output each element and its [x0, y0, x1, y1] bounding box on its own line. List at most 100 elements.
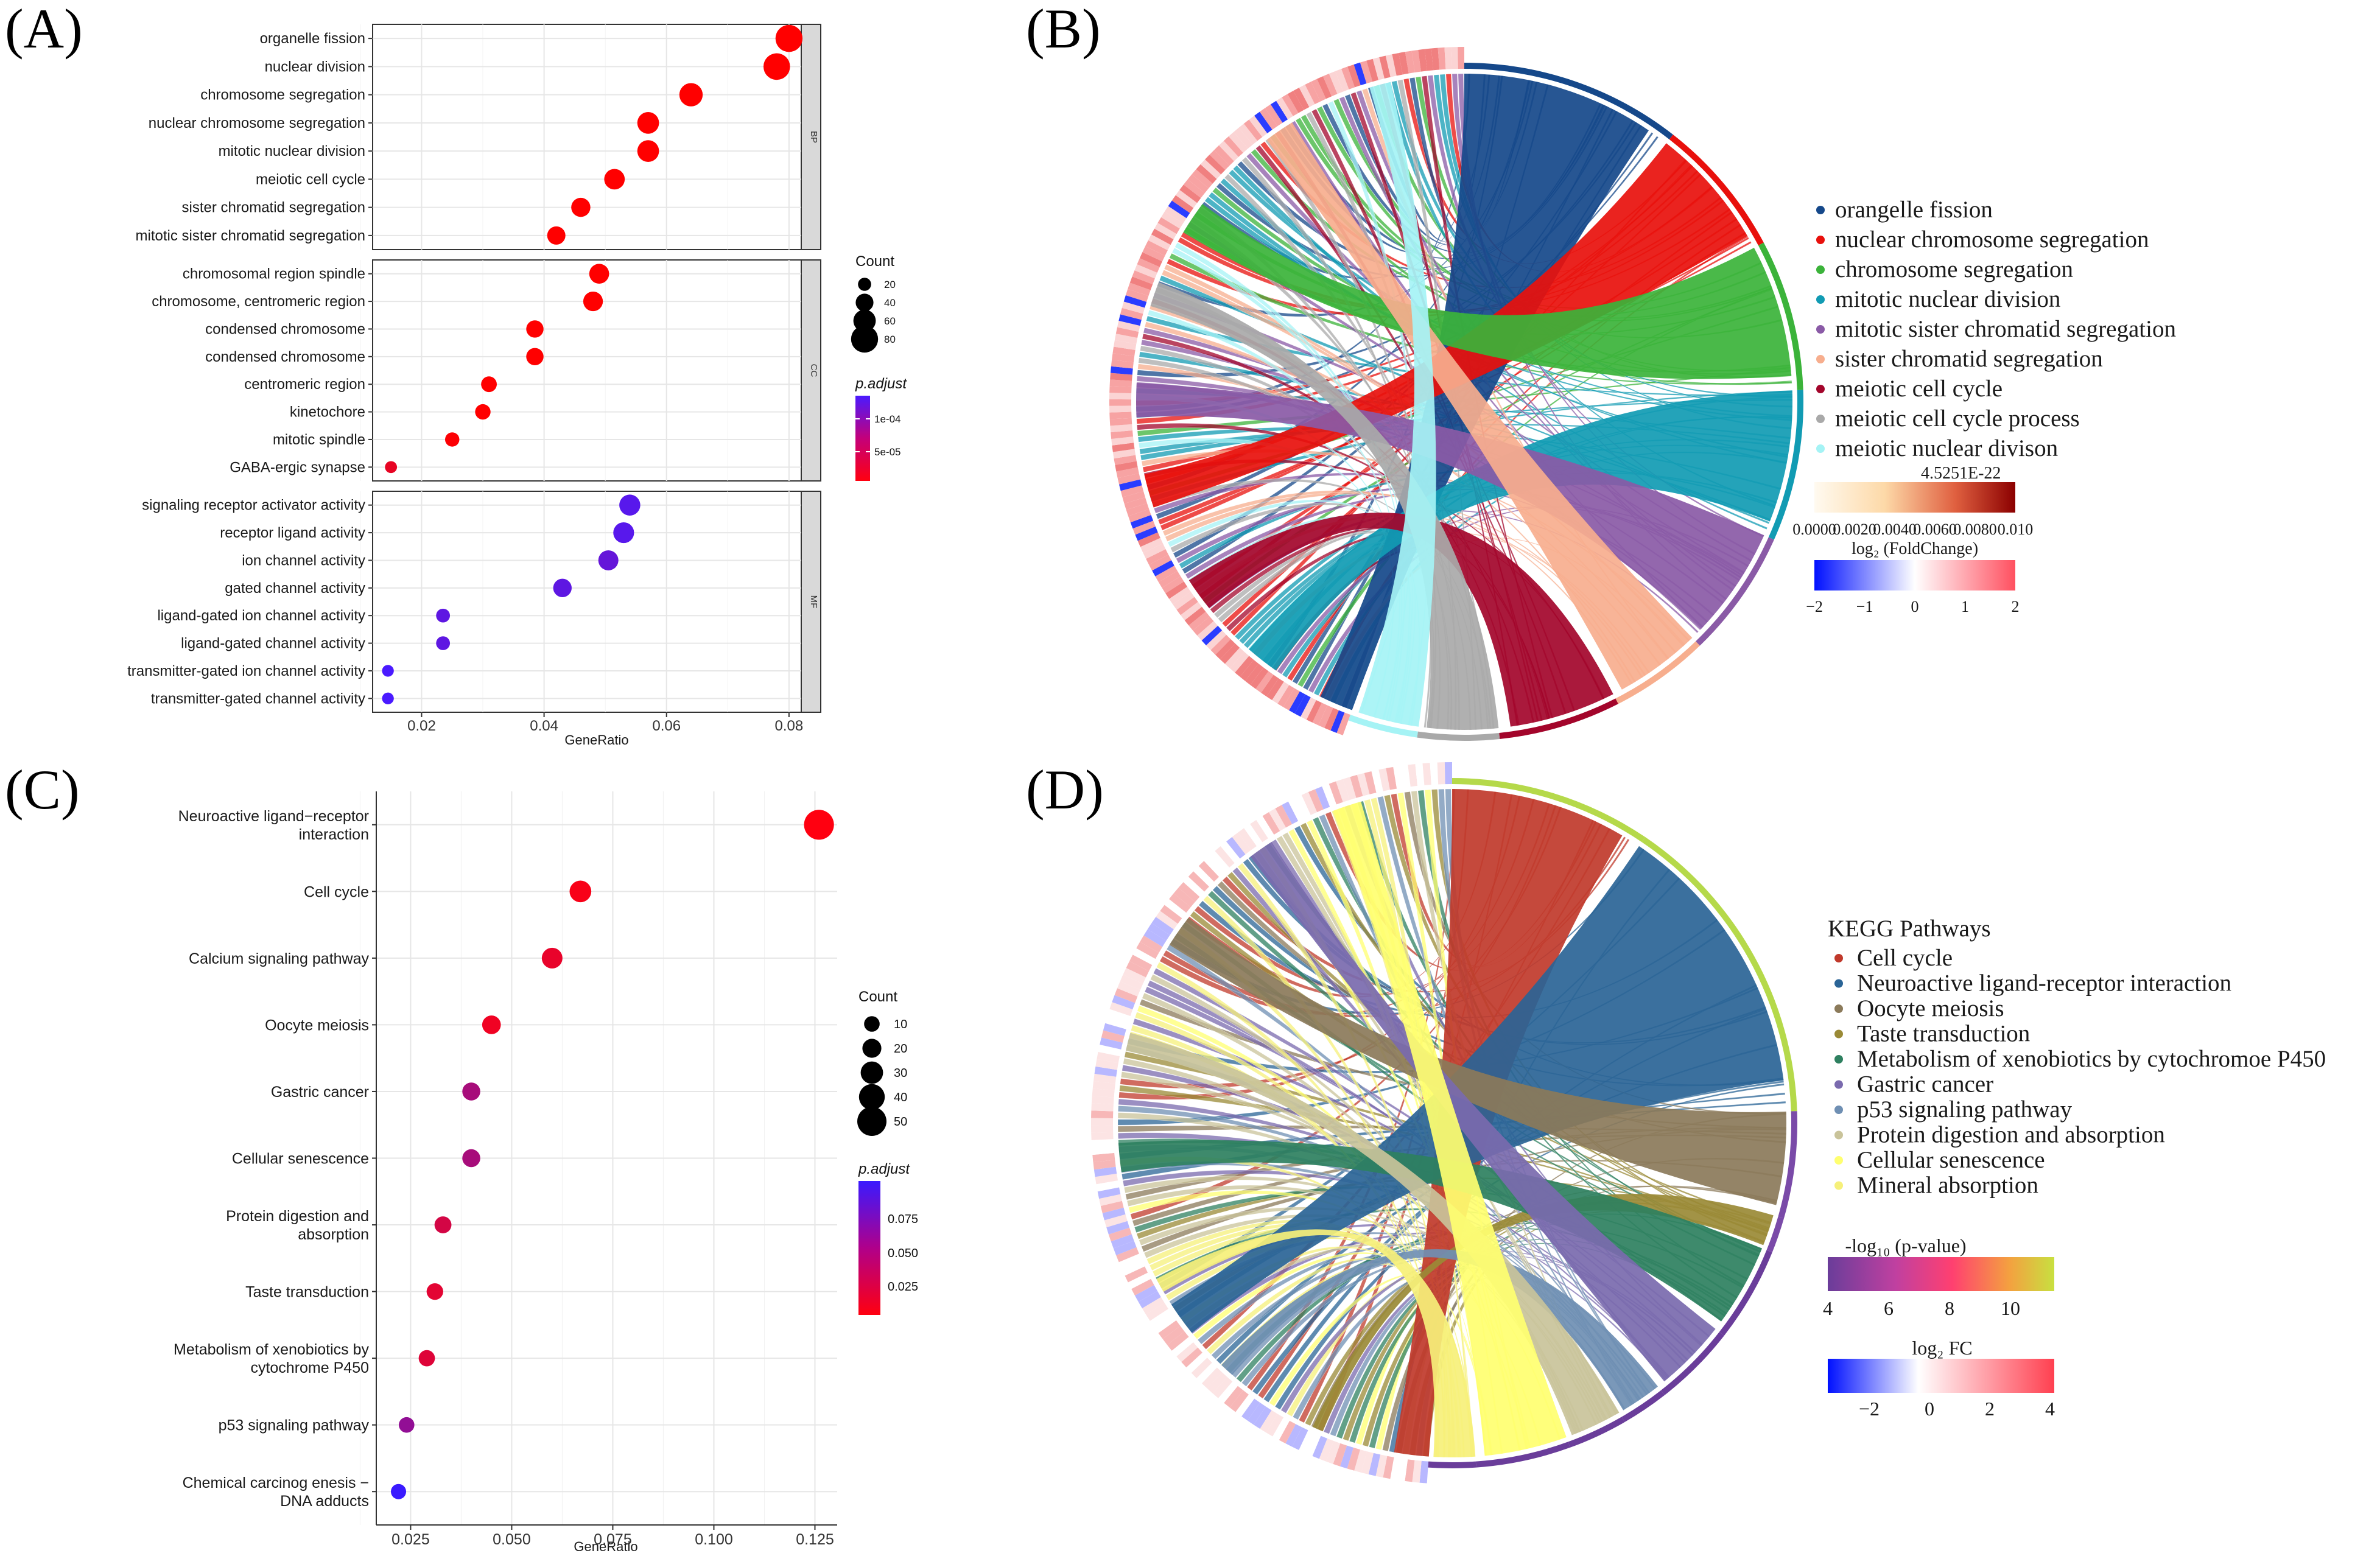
chord-gene-heat-cell [1312, 703, 1328, 726]
chord-gene-heat-cell [1128, 509, 1151, 523]
chord-gene-heat-cell [1191, 1358, 1212, 1378]
chord-gene-heat-cell [1130, 514, 1154, 529]
panel-c-count-legend-dot [858, 1084, 885, 1110]
panel-a-ytick-label: ligand-gated ion channel activity [157, 608, 365, 624]
chord-gene-heat-cell [1140, 935, 1163, 953]
chord-ribbon-main [1266, 122, 1693, 690]
chord-gene-heat-cell [1091, 1125, 1114, 1133]
chord-gene-heat-cell [1123, 968, 1146, 984]
chord-gene-heat-cell [1109, 1002, 1133, 1016]
panel-a-ytick-label: GABA-ergic synapse [230, 459, 365, 475]
panel-a-dot [382, 665, 394, 677]
panel-a-ytick-label: sister chromatid segregation [182, 200, 365, 216]
panel-a-dot [637, 140, 659, 162]
panel-c-dot [418, 1350, 435, 1367]
panel-label-d: (D) [1026, 759, 1104, 821]
panel-a-ytick-label: mitotic spindle [273, 432, 365, 448]
chord-gene-heat-cell [1411, 49, 1421, 73]
panel-b-legend-label: meiotic nuclear divison [1835, 435, 2058, 461]
chord-gene-heat-cell [1224, 1386, 1243, 1408]
chord-gene-heat-cell [1282, 801, 1299, 824]
chord-gene-heat-cell [1115, 461, 1138, 472]
chord-gene-heat-cell [1149, 555, 1171, 571]
chord-gene-heat-cell [1341, 66, 1355, 89]
panel-d-colorbar1 [1828, 1257, 2054, 1291]
chord-gene-heat-cell [1386, 766, 1397, 790]
panel-d-legend-dot [1834, 1156, 1843, 1165]
panel-c-ytick-label: Cell cycle [304, 883, 369, 900]
chord-gene-heat-cell [1122, 491, 1145, 504]
chord-ribbon-thin [1300, 822, 1767, 1237]
chord-gene-heat-cell [1378, 768, 1390, 791]
chord-gene-heat-cell [1336, 779, 1350, 802]
chord-gene-heat-cell [1151, 228, 1174, 245]
panel-d-colorbar2-tick: 2 [1985, 1398, 1995, 1420]
panel-b-legend-label: meiotic cell cycle process [1835, 405, 2080, 432]
chord-gene-heat-cell [1143, 929, 1167, 947]
panel-c-ytick-label: Protein digestion and [226, 1208, 369, 1225]
chord-gene-heat-cell [1114, 988, 1138, 1003]
panel-b-legend-dot [1816, 325, 1825, 334]
chord-gene-heat-cell [1275, 805, 1293, 828]
chord-ribbon-thin [1216, 1043, 1778, 1365]
chord-gene-heat-cell [1132, 270, 1155, 284]
panel-c-count-legend-label: 50 [894, 1115, 907, 1129]
chord-gene-heat-cell [1169, 893, 1191, 913]
panel-d-legend-label: Gastric cancer [1857, 1071, 1993, 1098]
chord-ribbon-thin [1265, 137, 1437, 729]
panel-c-count-legend-label: 20 [894, 1042, 907, 1056]
chord-gene-heat-cell [1200, 159, 1221, 179]
panel-a-xtick-label: 0.06 [652, 718, 681, 734]
chord-ribbon-main [1169, 917, 1786, 1205]
chord-gene-heat-cell [1109, 379, 1132, 387]
panel-a-dot [637, 112, 659, 134]
chord-gene-heat-cell [1146, 549, 1169, 565]
chord-gene-heat-cell [1322, 783, 1336, 807]
chord-gene-heat-cell [1138, 1291, 1161, 1309]
panel-a-count-legend-dot [853, 309, 876, 332]
chord-gene-heat-cell [1196, 164, 1217, 184]
panel-b-legend-dot [1816, 385, 1825, 393]
chord-gene-heat-cell [1451, 47, 1458, 69]
chord-gene-heat-cell [1292, 1427, 1308, 1450]
chord-gene-heat-cell [1107, 1009, 1131, 1023]
chord-gene-heat-cell [1220, 841, 1240, 863]
panel-c-ytick-label: interaction [299, 826, 369, 843]
chord-gene-heat-cell [1245, 664, 1264, 685]
chord-gene-heat-cell [1156, 911, 1178, 930]
panel-c-dot [569, 880, 592, 903]
chord-gene-heat-cell [1101, 1030, 1125, 1043]
chord-gene-heat-cell [1162, 576, 1184, 594]
panel-b-legend-label: meiotic cell cycle [1835, 376, 2003, 402]
panel-a-count-legend-label: 60 [884, 315, 896, 327]
chord-ribbon-main [1394, 789, 1623, 1457]
panel-a-ytick-label: transmitter-gated ion channel activity [127, 663, 365, 679]
panel-a-dot [526, 320, 544, 338]
panel-a-dot [444, 432, 460, 447]
chord-gene-heat-cell [1122, 301, 1145, 314]
panel-a-dot [583, 291, 603, 312]
panel-c-padj-label: 0.050 [888, 1247, 918, 1260]
chord-gene-heat-cell [1120, 485, 1144, 497]
chord-gene-heat-cell [1405, 51, 1415, 74]
panel-a-count-legend-title: Count [855, 253, 894, 270]
panel-c-dot [462, 1082, 480, 1101]
panel-a-count-legend-label: 20 [884, 279, 896, 290]
panel-b-colorbar1-tick: 0.0000 [1792, 520, 1836, 538]
chord-term-sector [1695, 537, 1774, 646]
chord-gene-heat-cell [1214, 145, 1234, 166]
chord-gene-heat-cell [1205, 155, 1226, 175]
chord-gene-heat-cell [1100, 1037, 1123, 1050]
panel-a-ytick-label: centromeric region [244, 376, 365, 393]
panel-a-count-legend-dot [851, 325, 879, 353]
panel-b-legend-label: mitotic nuclear division [1835, 286, 2060, 312]
chord-gene-heat-cell [1176, 1342, 1198, 1362]
chord-gene-heat-cell [1458, 47, 1464, 69]
chord-gene-heat-cell [1215, 639, 1235, 660]
chord-gene-heat-cell [1260, 1410, 1278, 1433]
panel-d-colorbar1-tick: 4 [1823, 1297, 1833, 1319]
chord-gene-heat-cell [1375, 1454, 1388, 1478]
chord-gene-heat-cell [1279, 1420, 1296, 1444]
chord-gene-heat-cell [1193, 866, 1214, 887]
